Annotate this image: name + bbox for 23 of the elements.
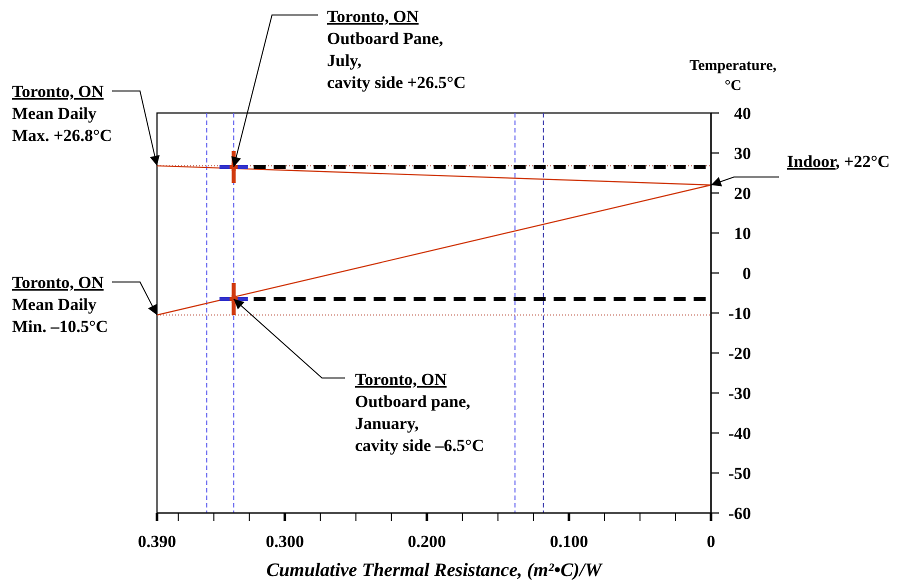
y-axis-title: Temperature, °C <box>689 58 777 94</box>
x-tick-label: 0.390 <box>138 532 176 551</box>
x-tick-label: 0.200 <box>408 532 446 551</box>
y-tick-label: 30 <box>734 144 751 163</box>
y-tick-label: -20 <box>728 344 751 363</box>
x-axis-title: Cumulative Thermal Resistance, (m²•C)/W <box>266 560 603 581</box>
x-tick-label: 0.100 <box>550 532 588 551</box>
annotation: Toronto, ON Mean Daily Max. +26.8°C <box>12 82 112 145</box>
x-tick-label: 0 <box>706 532 716 551</box>
annotation: Indoor, +22°C <box>787 152 890 171</box>
annotation: Toronto, ON Outboard Pane, July, cavity side +26.5°C <box>327 7 466 92</box>
y-tick-label: 10 <box>734 224 751 243</box>
y-tick-label: -60 <box>728 504 751 523</box>
annotation: Toronto, ON Outboard pane, January, cavity side –6.5°C <box>355 370 484 455</box>
y-tick-label: -30 <box>728 384 751 403</box>
y-tick-label: 20 <box>734 184 751 203</box>
x-tick-label: 0.300 <box>266 532 304 551</box>
y-tick-label: -40 <box>728 424 751 443</box>
y-tick-label: -10 <box>728 304 751 323</box>
y-tick-label: -50 <box>728 464 751 483</box>
annotation: Toronto, ON Mean Daily Min. –10.5°C <box>12 273 108 336</box>
y-tick-label: 40 <box>734 104 751 123</box>
y-tick-label: 0 <box>742 264 751 283</box>
